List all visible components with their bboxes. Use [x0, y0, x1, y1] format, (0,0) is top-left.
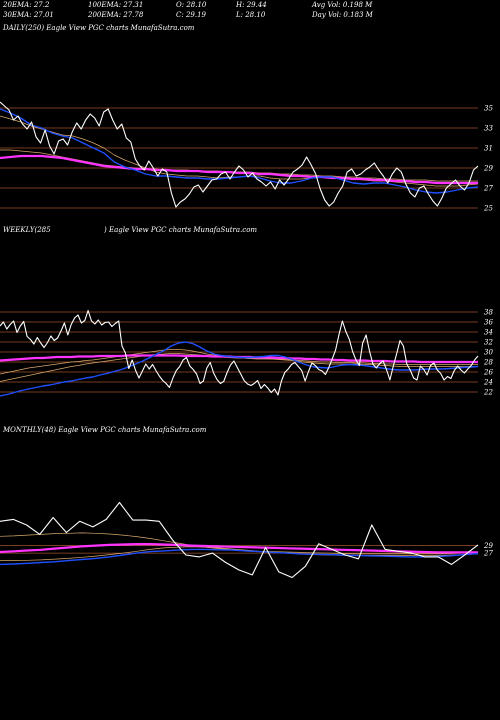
header-30ema: 30EMA: 27.01: [3, 11, 54, 19]
monthly-ema-blue-line: [0, 548, 479, 566]
weekly-y-tick-label: 26: [483, 369, 493, 377]
header-day-vol: Day Vol: 0.183 M: [312, 11, 373, 19]
header-low: L: 28.10: [236, 11, 266, 19]
weekly-y-tick-label: 22: [483, 389, 493, 397]
weekly-ema-blue-line: [0, 341, 479, 397]
monthly-y-tick-label: 29: [483, 542, 493, 550]
monthly-price-line: [0, 501, 479, 579]
daily-ema-thin-line: [0, 115, 479, 187]
weekly-panel-label-left: WEEKLY(285: [3, 226, 51, 234]
weekly-panel-label-right: ) Eagle View PGC charts MunafaSutra.com: [104, 226, 258, 234]
daily-y-tick-label: 35: [484, 105, 493, 113]
header-avg-vol: Avg Vol: 0.198 M: [312, 1, 373, 9]
weekly-y-tick-label: 34: [484, 329, 493, 337]
weekly-y-tick-label: 30: [484, 349, 493, 357]
weekly-y-tick-label: 38: [484, 309, 493, 317]
header-close: C: 29.19: [176, 11, 206, 19]
daily-ema-magenta-line: [0, 154, 478, 185]
header-open: O: 28.10: [176, 1, 207, 9]
header-20ema: 20EMA: 27.2: [3, 1, 50, 9]
weekly-y-tick-label: 36: [484, 319, 493, 327]
daily-y-tick-label: 31: [484, 145, 493, 153]
header-200ema: 200EMA: 27.78: [88, 11, 144, 19]
header-high: H: 29.44: [236, 1, 267, 9]
weekly-y-tick-label: 24: [483, 379, 493, 387]
monthly-panel-label: MONTHLY(48) Eagle View PGC charts Munafa…: [3, 426, 207, 434]
weekly-price-line: [0, 309, 479, 396]
daily-y-tick-label: 29: [483, 165, 493, 173]
daily-y-tick-label: 33: [484, 125, 493, 133]
daily-y-tick-label: 27: [483, 185, 493, 193]
daily-panel-label: DAILY(250) Eagle View PGC charts MunafaS…: [3, 24, 195, 32]
monthly-y-tick-label: 27: [483, 550, 493, 558]
daily-ema-blue-line: [0, 108, 479, 194]
weekly-y-tick-label: 28: [483, 359, 493, 367]
monthly-ema-thin-line: [0, 546, 479, 561]
weekly-y-tick-label: 32: [484, 339, 493, 347]
daily-y-tick-label: 25: [483, 205, 493, 213]
header-100ema: 100EMA: 27.31: [88, 1, 144, 9]
daily-price-line: [0, 101, 479, 208]
